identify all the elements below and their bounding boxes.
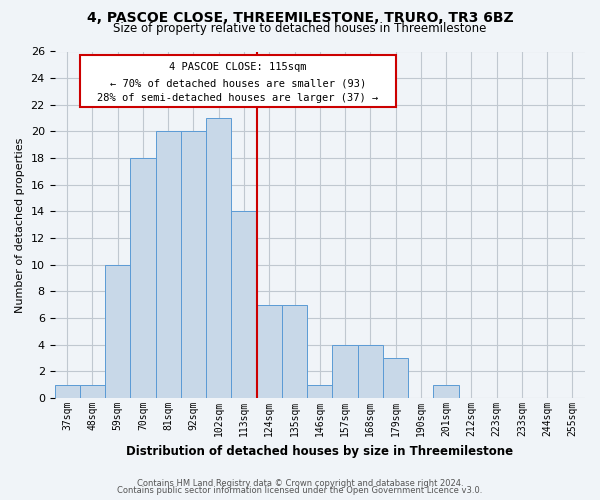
Bar	[55, 385, 80, 398]
Bar	[433, 385, 458, 398]
Text: 4 PASCOE CLOSE: 115sqm: 4 PASCOE CLOSE: 115sqm	[169, 62, 307, 72]
Text: Contains HM Land Registry data © Crown copyright and database right 2024.: Contains HM Land Registry data © Crown c…	[137, 478, 463, 488]
Bar	[358, 345, 383, 398]
Bar	[181, 132, 206, 398]
Bar	[206, 118, 232, 398]
Bar	[155, 132, 181, 398]
Bar	[105, 265, 130, 398]
Bar	[232, 212, 257, 398]
Bar	[332, 345, 358, 398]
Bar	[282, 305, 307, 398]
Y-axis label: Number of detached properties: Number of detached properties	[15, 137, 25, 312]
Bar	[130, 158, 155, 398]
Text: Size of property relative to detached houses in Threemilestone: Size of property relative to detached ho…	[113, 22, 487, 35]
Bar	[383, 358, 408, 398]
Text: ← 70% of detached houses are smaller (93): ← 70% of detached houses are smaller (93…	[110, 78, 366, 88]
FancyBboxPatch shape	[80, 56, 395, 108]
Bar	[80, 385, 105, 398]
Bar	[257, 305, 282, 398]
X-axis label: Distribution of detached houses by size in Threemilestone: Distribution of detached houses by size …	[126, 444, 514, 458]
Text: 4, PASCOE CLOSE, THREEMILESTONE, TRURO, TR3 6BZ: 4, PASCOE CLOSE, THREEMILESTONE, TRURO, …	[86, 11, 514, 25]
Text: Contains public sector information licensed under the Open Government Licence v3: Contains public sector information licen…	[118, 486, 482, 495]
Text: 28% of semi-detached houses are larger (37) →: 28% of semi-detached houses are larger (…	[97, 93, 378, 103]
Bar	[307, 385, 332, 398]
